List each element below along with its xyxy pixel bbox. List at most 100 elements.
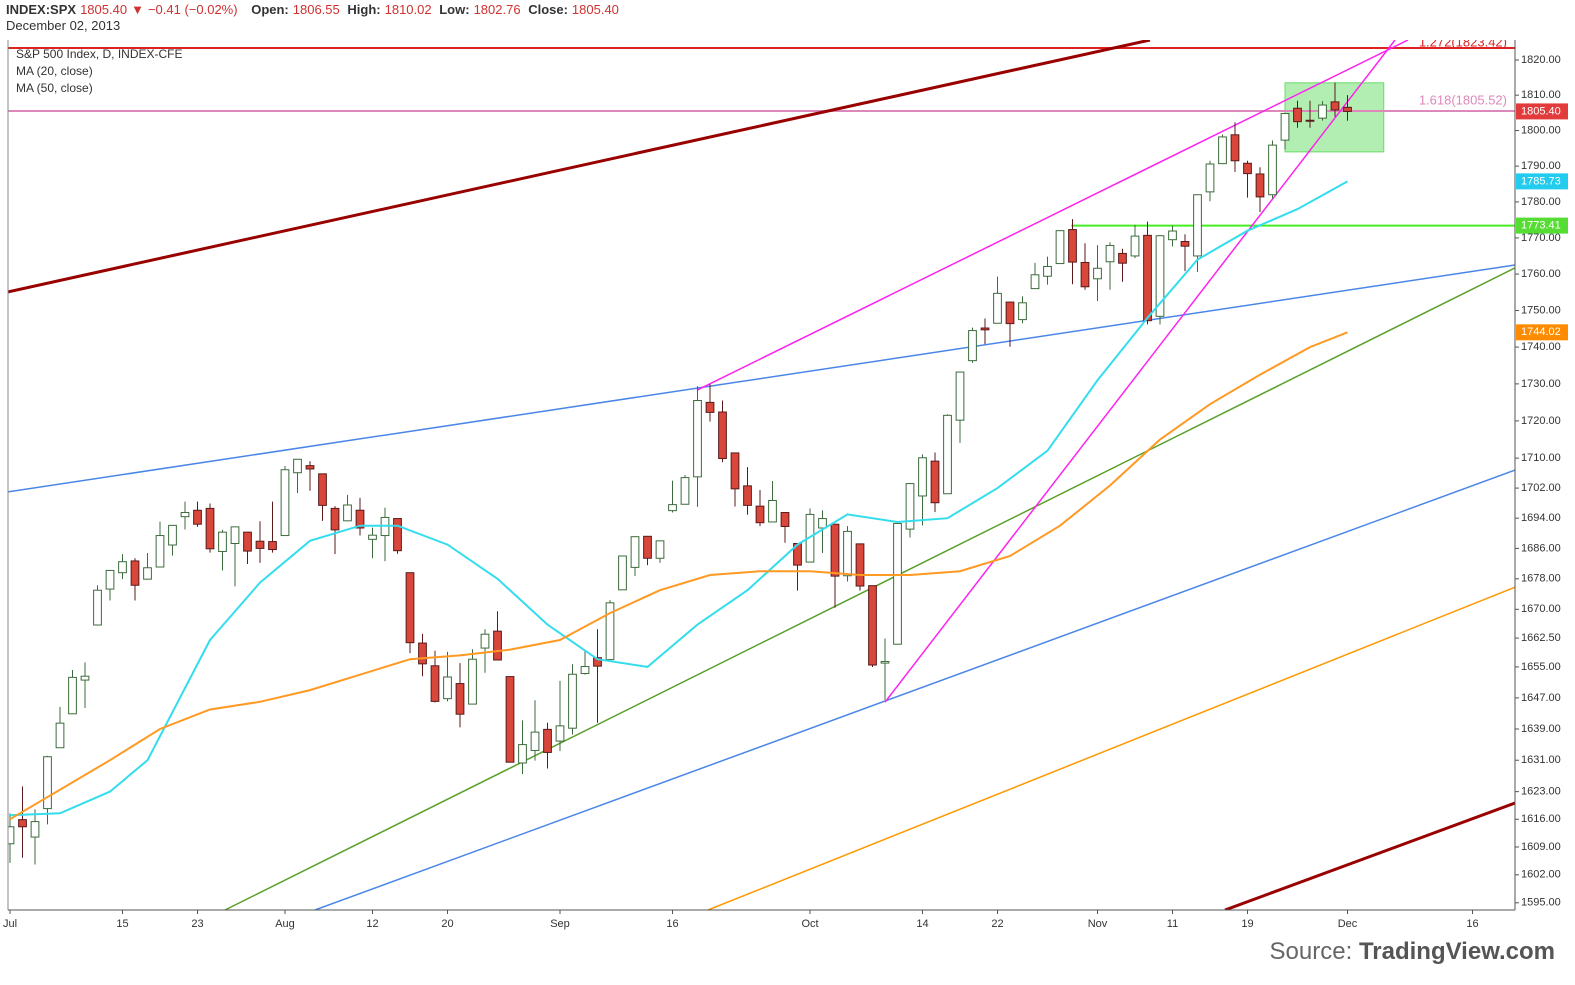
candle-body <box>393 518 402 552</box>
candle-body <box>118 561 127 574</box>
candle-body <box>1305 119 1315 122</box>
candle-body <box>768 499 777 523</box>
y-tick-label: 1631.00 <box>1521 754 1561 766</box>
legend-entry: MA (50, close) <box>16 81 93 95</box>
candle-body <box>1005 301 1015 325</box>
price-badge-label: 1805.40 <box>1521 105 1561 117</box>
candle-body <box>1218 136 1227 165</box>
candle-body <box>893 522 902 645</box>
x-tick-label: 15 <box>116 918 128 930</box>
y-tick-label: 1623.00 <box>1521 786 1561 798</box>
x-tick-label: 16 <box>666 918 678 930</box>
y-tick-label: 1720.00 <box>1521 415 1561 427</box>
x-tick-label: Sep <box>550 918 570 930</box>
chart-title: S&P 500 Index, D, INDEX-CFE <box>16 47 183 61</box>
y-tick-label: 1616.00 <box>1521 813 1561 825</box>
level-label: 1.272(1823.42) <box>1419 34 1507 49</box>
plot-area: 1.272(1823.42) 1.618(1805.52) <box>8 34 1515 910</box>
candle-body <box>180 512 190 518</box>
candle-body <box>1018 302 1027 321</box>
trend-line <box>1224 801 1515 910</box>
candle-body <box>1343 106 1352 112</box>
candle-body <box>1068 229 1077 263</box>
candle-body <box>880 661 890 664</box>
candle-body <box>955 371 965 421</box>
candle-body <box>543 728 552 753</box>
x-tick-label: Jul <box>3 918 17 930</box>
candle-body <box>455 683 465 715</box>
y-tick-label: 1770.00 <box>1521 232 1561 244</box>
legend-entry: MA (20, close) <box>16 64 93 78</box>
trend-line <box>8 264 1515 493</box>
candle-body <box>643 535 652 559</box>
candle-body <box>1193 194 1202 257</box>
candle-body <box>93 589 102 626</box>
y-tick-label: 1647.00 <box>1521 692 1561 704</box>
candle-body <box>405 572 415 644</box>
y-tick-label: 1662.50 <box>1521 632 1561 644</box>
change-arrow: ▼ <box>131 2 144 17</box>
candle-body <box>855 543 865 587</box>
y-tick-label: 1790.00 <box>1521 160 1561 172</box>
candle-body <box>480 633 490 649</box>
trend-line <box>314 469 1515 910</box>
last-price: 1805.40 <box>80 2 128 17</box>
candle-body <box>468 658 477 705</box>
candle-body <box>755 505 765 524</box>
field-value: 1810.02 <box>384 2 432 17</box>
y-tick-label: 1595.00 <box>1521 897 1561 909</box>
candle-body <box>268 541 277 551</box>
price-badge <box>1516 324 1568 341</box>
candle-body <box>430 665 440 702</box>
y-tick-label: 1686.00 <box>1521 542 1561 554</box>
y-tick-label: 1702.00 <box>1521 482 1561 494</box>
x-tick-label: 14 <box>916 918 928 930</box>
candle-body <box>1230 134 1240 162</box>
y-tick-label: 1810.00 <box>1521 89 1561 101</box>
x-tick-label: Oct <box>801 918 818 930</box>
source-prefix: Source: <box>1269 938 1353 965</box>
candle-body <box>1168 230 1177 241</box>
x-tick-label: 19 <box>1241 918 1253 930</box>
candle-body <box>530 731 540 751</box>
candle-body <box>818 518 827 529</box>
candle-body <box>1055 230 1065 265</box>
candle-body <box>1143 234 1152 322</box>
y-tick-label: 1694.00 <box>1521 512 1561 524</box>
candle-body <box>30 821 40 838</box>
candle-body <box>1205 163 1215 193</box>
candle-body <box>743 485 752 506</box>
trend-line <box>884 40 1396 703</box>
y-tick-label: 1678.00 <box>1521 573 1561 585</box>
candle-body <box>605 602 615 661</box>
candle-body <box>1080 261 1090 288</box>
field-label: Low: <box>439 2 470 17</box>
candle-body <box>168 524 177 546</box>
candle-body <box>655 540 665 559</box>
y-tick-label: 1609.00 <box>1521 841 1561 853</box>
price-badge <box>1516 173 1568 190</box>
candle-body <box>780 512 790 527</box>
price-badge-label: 1744.02 <box>1521 326 1561 338</box>
candle-body <box>355 509 365 529</box>
candle-body <box>680 477 690 505</box>
candle-body <box>318 473 327 506</box>
candle-body <box>555 725 565 742</box>
candle-body <box>993 292 1002 324</box>
source: Source: TradingView.com <box>1270 938 1555 966</box>
y-tick-label: 1820.00 <box>1521 54 1561 66</box>
candle-body <box>1268 144 1277 196</box>
candle-body <box>705 401 715 413</box>
candle-body <box>1043 265 1052 277</box>
x-tick-label: 20 <box>441 918 453 930</box>
candle-body <box>443 676 452 700</box>
candle-body <box>730 452 740 490</box>
candle-body <box>193 509 202 525</box>
y-tick-label: 1750.00 <box>1521 304 1561 316</box>
candle-body <box>418 642 427 665</box>
candle-body <box>305 465 315 470</box>
candle-body <box>593 657 602 667</box>
y-tick-label: 1730.00 <box>1521 378 1561 390</box>
candle-body <box>1318 104 1327 119</box>
